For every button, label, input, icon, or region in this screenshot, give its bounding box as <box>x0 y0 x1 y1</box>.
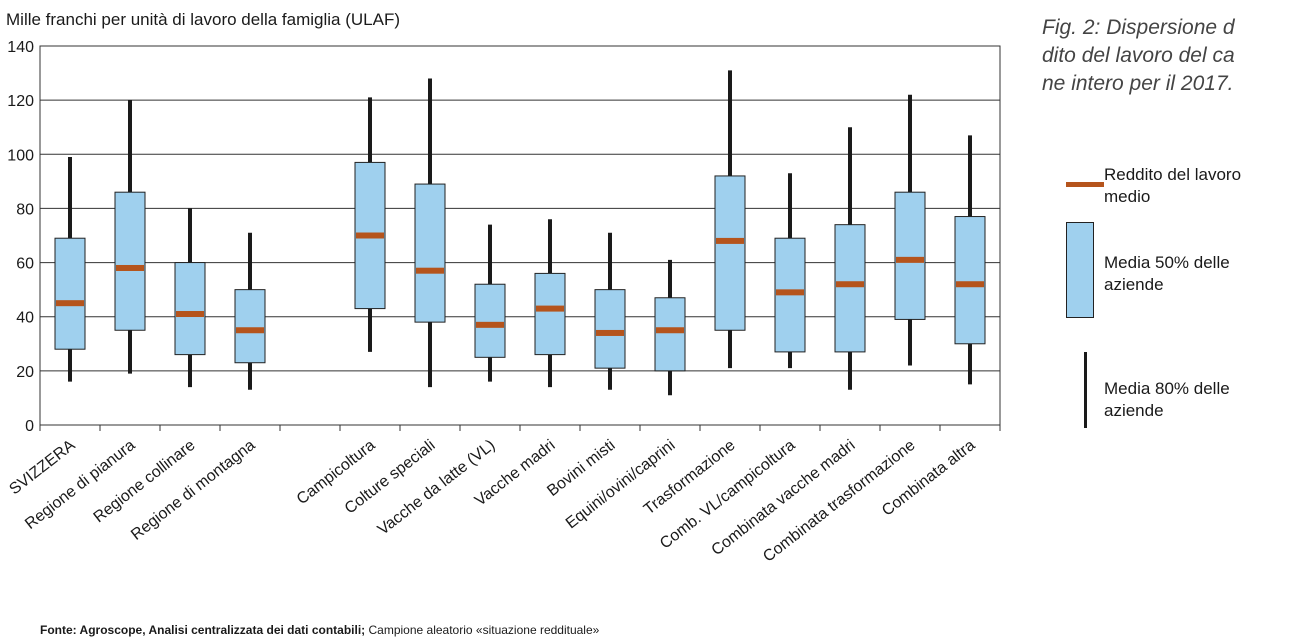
mean-marker <box>356 232 384 239</box>
mean-marker <box>836 281 864 288</box>
box <box>54 237 86 350</box>
y-tick-label: 120 <box>7 93 34 110</box>
caption-line-3: ne intero per il 2017. <box>1042 72 1234 95</box>
y-tick-label: 40 <box>16 310 34 327</box>
legend-box-swatch <box>1066 222 1094 318</box>
mean-marker <box>656 327 684 334</box>
box <box>954 216 986 345</box>
caption-line-1: Fig. 2: Dispersione d <box>1042 16 1235 39</box>
figure-caption: Fig. 2: Dispersione d dito del lavoro de… <box>1042 14 1298 98</box>
y-axis-title: Mille franchi per unità di lavoro della … <box>6 10 400 29</box>
caption-line-2: dito del lavoro del ca <box>1042 44 1235 67</box>
x-tick-label: Equini/ovini/caprini <box>563 437 679 533</box>
box <box>114 191 146 331</box>
y-tick-label: 140 <box>7 39 34 56</box>
mean-marker <box>716 237 744 244</box>
box <box>234 289 266 364</box>
legend-mean-swatch <box>1066 182 1104 187</box>
legend-mean-label: Reddito del lavoro medio <box>1104 165 1242 206</box>
mean-marker <box>536 305 564 312</box>
mean-marker <box>596 329 624 336</box>
legend-whisker-label: Media 80% delle aziende <box>1104 379 1230 420</box>
box <box>474 283 506 358</box>
mean-marker <box>416 267 444 274</box>
source-note: Fonte: Agroscope, Analisi centralizzata … <box>40 623 599 637</box>
mean-marker <box>176 311 204 318</box>
mean-marker <box>236 327 264 334</box>
box <box>834 224 866 353</box>
legend-whisker-swatch <box>1084 352 1087 428</box>
mean-marker <box>116 264 144 271</box>
mean-marker <box>896 256 924 263</box>
mean-marker <box>476 321 504 328</box>
x-tick-label: Vacche da latte (VL) <box>375 437 499 539</box>
box <box>534 272 566 356</box>
box <box>414 183 446 323</box>
mean-marker <box>776 289 804 296</box>
mean-marker <box>56 300 84 307</box>
y-tick-label: 100 <box>7 147 34 164</box>
y-tick-label: 0 <box>25 418 34 435</box>
box <box>654 297 686 372</box>
mean-marker <box>956 281 984 288</box>
box <box>714 175 746 331</box>
y-tick-label: 80 <box>16 201 34 218</box>
box <box>174 262 206 356</box>
box <box>894 191 926 320</box>
source-bold: Fonte: Agroscope, Analisi centralizzata … <box>40 623 366 637</box>
x-tick-label: Regione collinare <box>91 437 199 527</box>
y-tick-label: 60 <box>16 256 34 273</box>
y-tick-label: 20 <box>16 364 34 381</box>
legend-box-label: Media 50% delle aziende <box>1104 253 1230 294</box>
source-normal: Campione aleatorio «situazione redditual… <box>365 623 600 637</box>
x-tick-label: Regione di pianura <box>22 437 138 533</box>
box <box>594 289 626 369</box>
